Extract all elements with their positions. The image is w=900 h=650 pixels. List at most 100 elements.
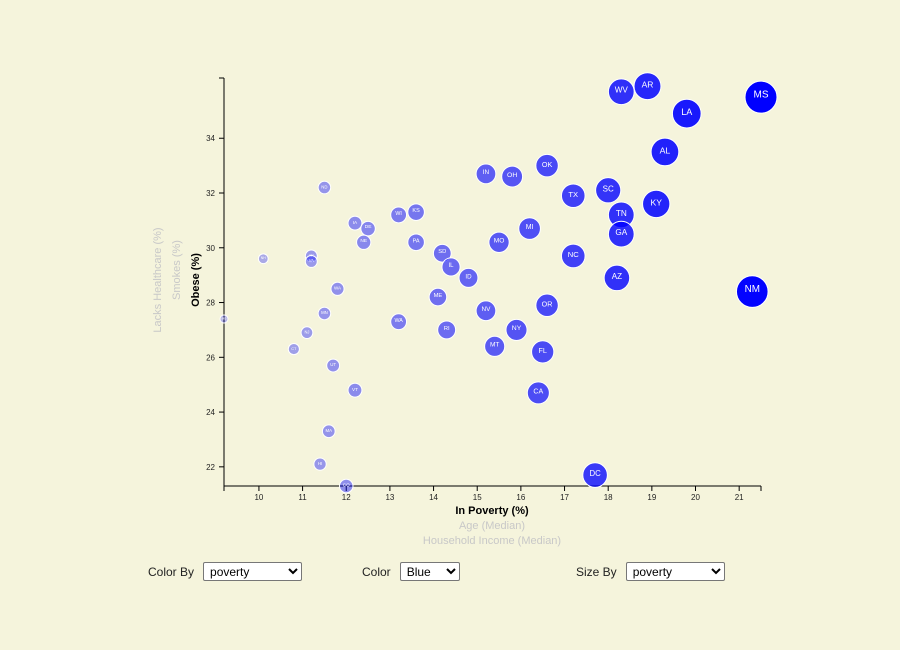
data-point-label: ND <box>321 184 327 189</box>
y-axis: 22 24 26 28 30 32 34 <box>206 77 225 486</box>
data-point-label: MD <box>222 316 227 320</box>
data-point-label: WA <box>334 286 341 291</box>
scatter-chart: 10 11 12 13 14 15 16 17 18 19 20 21 22242628303234 … <box>152 72 778 547</box>
data-point[interactable] <box>458 267 479 288</box>
data-point[interactable] <box>531 340 555 364</box>
data-point[interactable] <box>356 234 372 250</box>
data-point[interactable] <box>582 462 608 488</box>
data-point[interactable] <box>347 382 363 398</box>
y-axis-title[interactable]: Obese (%) <box>190 253 202 307</box>
data-point[interactable] <box>560 183 586 209</box>
y-tick-label: 28 <box>206 299 215 308</box>
x-axis: 10 11 12 13 14 15 16 17 18 19 20 21 <box>223 485 762 502</box>
data-point-label: ME <box>434 293 443 299</box>
data-point-label: MA <box>325 428 332 433</box>
data-point[interactable] <box>347 215 363 231</box>
color-select[interactable]: Blue <box>399 562 460 581</box>
x-tick-label: 12 <box>342 493 351 502</box>
data-point-label: OR <box>542 299 553 308</box>
data-point[interactable] <box>287 343 300 356</box>
data-point[interactable] <box>526 381 550 405</box>
data-point-label: SC <box>603 184 614 193</box>
data-point-label: IA <box>353 220 358 225</box>
data-point-label: KS <box>412 208 420 214</box>
x-axis-title[interactable]: In Poverty (%) <box>455 505 529 517</box>
size-by-select[interactable]: poverty <box>625 562 725 581</box>
data-point[interactable] <box>603 264 631 292</box>
data-point[interactable] <box>330 281 345 296</box>
data-point[interactable] <box>390 313 408 331</box>
data-point[interactable] <box>441 257 461 277</box>
x-axis-option-income[interactable]: Household Income (Median) <box>423 535 561 547</box>
data-point[interactable] <box>488 231 510 253</box>
data-point-label: CA <box>533 388 543 396</box>
data-point[interactable] <box>407 203 425 221</box>
data-point[interactable] <box>428 287 448 307</box>
chart-controls: Color By poverty Color Blue Size By pove… <box>0 562 900 584</box>
data-point[interactable] <box>257 253 269 265</box>
color-control: Color Blue <box>362 562 460 581</box>
y-axis-option-smokes[interactable]: Smokes (%) <box>171 240 183 300</box>
data-point[interactable] <box>313 457 327 471</box>
data-point[interactable] <box>304 255 318 268</box>
x-tick-label: 10 <box>254 493 263 502</box>
x-tick-label: 20 <box>691 493 700 502</box>
data-point[interactable] <box>505 318 528 341</box>
data-point[interactable] <box>321 424 336 439</box>
data-points: WV AR MS LA AL OK IN OH SC TX KY TN ND KS WI IA DE MI GA NE… <box>219 72 778 494</box>
data-point-label: AZ <box>612 272 622 281</box>
data-point-label: ID <box>465 273 472 280</box>
data-point[interactable] <box>744 80 778 114</box>
data-point-label: NV <box>482 306 492 313</box>
data-point[interactable] <box>407 233 425 252</box>
data-point[interactable] <box>437 320 457 340</box>
data-point[interactable] <box>475 300 497 322</box>
x-tick-label: 18 <box>604 493 613 502</box>
data-point[interactable] <box>317 306 332 321</box>
data-point[interactable] <box>390 206 408 224</box>
data-point[interactable] <box>735 275 769 308</box>
x-tick-label: 13 <box>385 493 394 502</box>
x-axis-option-age[interactable]: Age (Median) <box>459 520 525 532</box>
data-point[interactable] <box>560 243 586 269</box>
data-point-label: KY <box>650 197 662 207</box>
data-point-label: TX <box>568 190 578 199</box>
data-point-label: FL <box>539 346 547 355</box>
data-point[interactable] <box>219 314 229 324</box>
data-point[interactable] <box>300 326 314 340</box>
y-axis-option-healthcare[interactable]: Lacks Healthcare (%) <box>152 227 164 332</box>
y-tick-label: 30 <box>206 244 215 253</box>
data-point-label: MO <box>494 238 505 245</box>
data-point[interactable] <box>475 163 497 185</box>
data-point[interactable] <box>518 217 541 240</box>
data-point[interactable] <box>339 478 354 494</box>
data-point[interactable] <box>484 335 506 357</box>
y-tick-label: 26 <box>206 353 215 362</box>
data-point-label: HI <box>318 461 322 466</box>
data-point-label: NC <box>568 250 579 259</box>
data-point[interactable] <box>607 78 635 106</box>
data-point[interactable] <box>595 177 622 204</box>
data-point[interactable] <box>633 72 662 101</box>
data-point-label: SD <box>438 249 446 255</box>
data-point[interactable] <box>642 189 671 219</box>
y-tick-label: 22 <box>206 463 215 472</box>
data-point[interactable] <box>535 153 559 178</box>
data-point[interactable] <box>650 137 680 167</box>
data-point[interactable] <box>317 180 332 195</box>
data-point[interactable] <box>432 243 452 263</box>
data-point-label: NY <box>512 325 522 332</box>
data-point[interactable] <box>326 358 341 373</box>
color-by-select[interactable]: poverty <box>203 562 303 581</box>
data-point-label: WI <box>395 211 401 217</box>
data-point-label: VA <box>309 258 314 263</box>
x-tick-label: 14 <box>429 493 438 502</box>
data-point[interactable] <box>607 220 635 248</box>
x-tick-label: 15 <box>473 493 482 502</box>
data-point[interactable] <box>501 165 524 188</box>
data-point[interactable] <box>360 220 376 237</box>
y-tick-label: 32 <box>206 189 215 198</box>
data-point-label: MI <box>526 224 534 231</box>
data-point[interactable] <box>535 293 559 317</box>
data-point[interactable] <box>671 98 702 129</box>
